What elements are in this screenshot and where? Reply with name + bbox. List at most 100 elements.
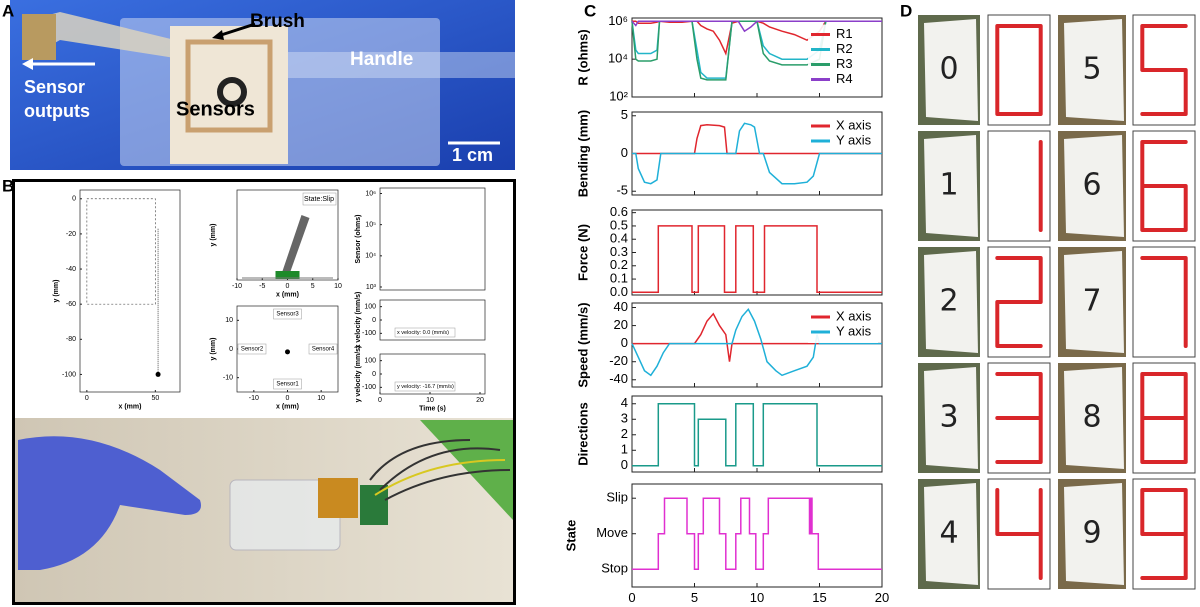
- x-axis-label: Time (s): [732, 606, 782, 607]
- x-tick-label: 15: [812, 590, 826, 605]
- y-tick-label: 0: [621, 335, 628, 350]
- plot-frame: [379, 187, 486, 291]
- data-line: [632, 225, 882, 294]
- sensor-box: [273, 308, 302, 320]
- paper: [1064, 251, 1124, 353]
- plot-frame: [79, 189, 181, 393]
- connector: [22, 14, 56, 60]
- device-part: [318, 478, 358, 518]
- legend-box: [808, 116, 878, 152]
- y-tick-label: 5: [621, 107, 628, 122]
- label: outputs: [24, 101, 90, 121]
- panel-label: A: [2, 1, 14, 20]
- x-tick-label: 0: [378, 397, 382, 404]
- x-tick-label: 20: [875, 590, 889, 605]
- x-tick-label: -5: [259, 283, 265, 290]
- panel-label: B: [2, 176, 14, 195]
- x-tick-label: 5: [691, 590, 698, 605]
- legend-label: R2: [836, 41, 853, 56]
- y-tick-label: 0.0: [610, 284, 628, 299]
- x-tick-label: 0: [286, 395, 290, 402]
- y-tick-label: -20: [609, 353, 628, 368]
- y-axis-label: Speed (mm/s): [575, 302, 590, 387]
- wires: [369, 439, 511, 501]
- y-tick-label: 10⁶: [365, 190, 376, 197]
- arrow-head: [22, 58, 33, 70]
- y-axis-label: y (mm): [210, 224, 217, 247]
- y-tick-label: 40: [614, 299, 628, 314]
- photo-b: [15, 418, 513, 602]
- y-tick-label: 0.6: [610, 204, 628, 219]
- y-tick-label: 3: [621, 411, 628, 426]
- legend-label: X axis: [836, 308, 872, 323]
- y-tick-label: 1: [621, 442, 628, 457]
- legend-label: R1: [836, 26, 853, 41]
- y-tick-label: 0.4: [610, 231, 628, 246]
- legend-label: X axis: [836, 117, 872, 132]
- paper: [1064, 483, 1124, 585]
- handwritten-digit: 2: [939, 284, 958, 319]
- label: Brush: [250, 11, 305, 32]
- cable: [22, 12, 175, 58]
- paper: [1064, 19, 1124, 121]
- x-tick-label: -10: [232, 283, 242, 290]
- legend-box: [808, 307, 878, 343]
- electrode: [185, 39, 273, 133]
- panel-label: C: [584, 1, 596, 20]
- y-tick-label: 0: [72, 196, 76, 203]
- data-line: [632, 20, 882, 56]
- y-tick-label: 100: [364, 358, 376, 365]
- y-axis-label: y (mm): [53, 280, 60, 303]
- annotation-box: [394, 381, 456, 392]
- y-tick-label: Stop: [601, 561, 628, 576]
- y-tick-label: 2: [621, 426, 628, 441]
- handwritten-digit: 8: [1082, 400, 1101, 435]
- y-tick-label: Slip: [606, 490, 628, 505]
- y-axis-label: R (ohms): [575, 29, 590, 85]
- y-tick-label: -40: [609, 371, 628, 386]
- paper: [924, 483, 978, 585]
- data-line: [632, 497, 882, 570]
- y-tick-label: 10: [225, 317, 233, 324]
- boundary: [86, 198, 156, 305]
- y-tick-label: 10³: [366, 284, 377, 291]
- paper: [1064, 135, 1124, 237]
- data-line: [631, 20, 882, 81]
- handwritten-digit: 6: [1082, 168, 1101, 203]
- label: Handle: [350, 49, 413, 70]
- sensor-label: Sensor4: [312, 347, 335, 353]
- y-tick-label: 4: [621, 395, 628, 410]
- y-tick-label: 100: [364, 304, 376, 311]
- sensor-label: Sensor2: [241, 347, 264, 353]
- x-tick-label: 0: [286, 283, 290, 290]
- paper: [1064, 367, 1124, 469]
- y-tick-label: 0: [621, 457, 628, 472]
- y-tick-label: 0.5: [610, 217, 628, 232]
- y-tick-label: 10⁴: [365, 253, 376, 260]
- y-axis-label: y velocity (mm/s): [355, 346, 362, 403]
- handle: [285, 52, 515, 78]
- data-line: [631, 307, 882, 377]
- y-axis-label: Force (N): [575, 224, 590, 281]
- annotation-box: [302, 192, 337, 206]
- y-axis-label: Directions: [575, 402, 590, 466]
- legend-label: R3: [836, 56, 853, 71]
- x-tick-label: -10: [249, 395, 259, 402]
- y-tick-label: 0: [372, 371, 376, 378]
- y-axis-label: x velocity (mm/s): [355, 292, 362, 349]
- x-axis-label: Time (s): [419, 406, 446, 413]
- y-tick-label: -10: [223, 375, 233, 382]
- plot-frame: [631, 209, 883, 296]
- y-tick-label: -100: [362, 330, 376, 337]
- sensor-box: [308, 343, 338, 355]
- drawn-digit: [1140, 256, 1188, 348]
- y-tick-label: -60: [66, 301, 76, 308]
- photo-a: Brush Handle Sensor outputs Sensors 1 cm: [10, 0, 515, 170]
- plot-frame: [631, 483, 883, 588]
- sensor-block: [275, 271, 300, 279]
- drawn-digit: [1140, 24, 1188, 116]
- y-axis-label: Bending (mm): [575, 110, 590, 197]
- arrow: [217, 22, 256, 38]
- brush-ring: [217, 77, 247, 107]
